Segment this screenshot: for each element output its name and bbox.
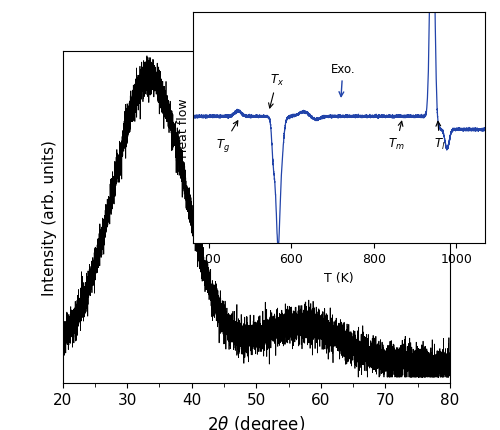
X-axis label: 2$\theta$ (degree): 2$\theta$ (degree) [207,413,306,430]
X-axis label: T (K): T (K) [324,271,354,284]
Text: Exo.: Exo. [330,63,355,97]
Text: $T_g$: $T_g$ [216,122,238,154]
Y-axis label: Intensity (arb. units): Intensity (arb. units) [42,139,57,295]
Text: $T_l$: $T_l$ [434,122,446,152]
Text: $T_m$: $T_m$ [388,122,404,152]
Y-axis label: Heat flow: Heat flow [176,98,190,158]
Text: $T_x$: $T_x$ [268,73,284,109]
